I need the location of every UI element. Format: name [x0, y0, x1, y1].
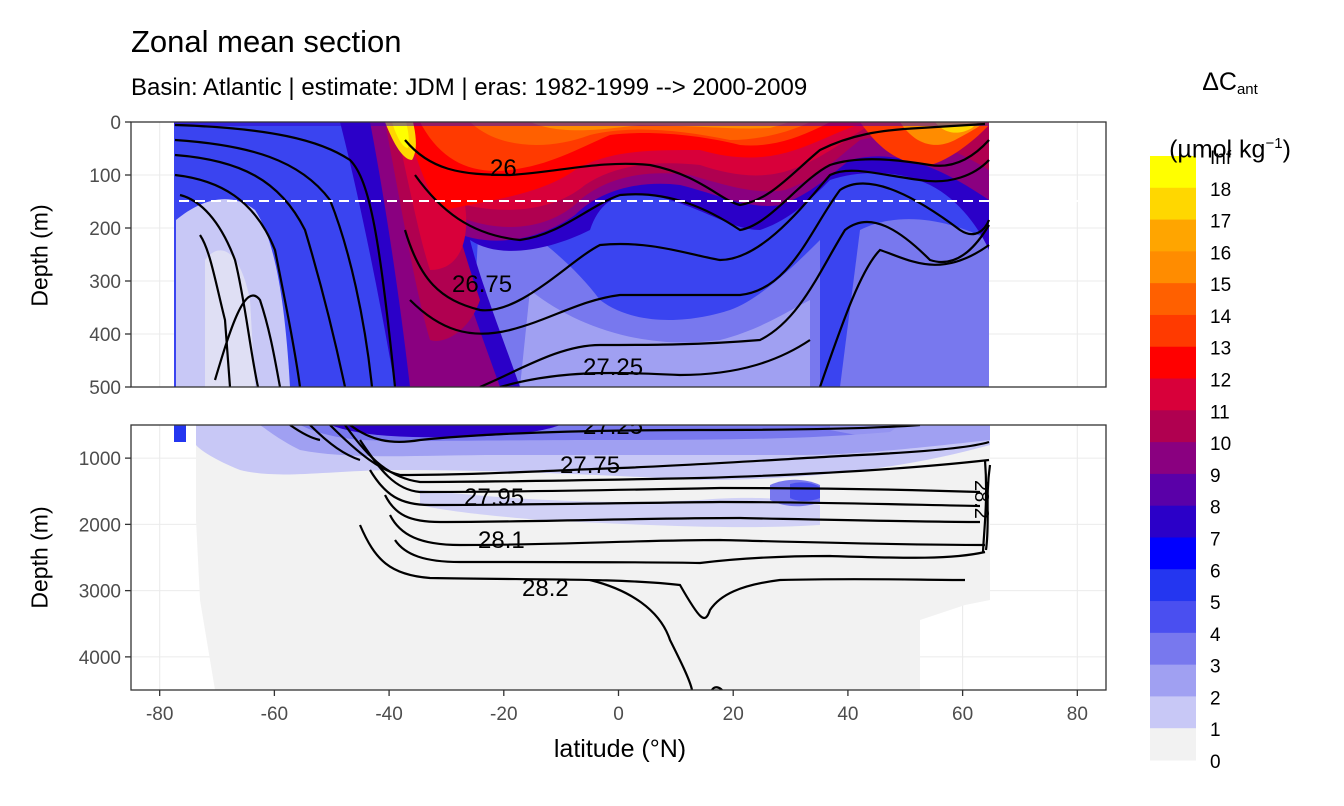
lower-y-axis: 1000 2000 3000 4000: [79, 449, 131, 669]
legend-swatch: [1150, 664, 1196, 697]
upper-isopycnal-labels: 26 26.75 27.25: [452, 155, 643, 381]
legend-label: 11: [1210, 402, 1230, 423]
lower-isopycnals: [289, 425, 992, 690]
x-tick-label: 60: [952, 704, 973, 725]
legend-label: Inf: [1210, 148, 1232, 169]
legend-swatch: [1150, 442, 1196, 475]
y-axis-label-upper: Depth (m): [26, 204, 53, 307]
legend-swatch: [1150, 537, 1196, 570]
legend-label: 17: [1210, 212, 1231, 233]
isopycnal-label: 28.1: [478, 527, 525, 554]
legend-label: 9: [1210, 466, 1221, 487]
legend-swatch: [1150, 251, 1196, 284]
isopycnal-label: 27.75: [560, 452, 620, 479]
x-tick-label: -80: [146, 704, 173, 725]
legend-label: 8: [1210, 498, 1221, 519]
isopycnal-label: 26: [490, 155, 517, 182]
chart-subtitle: Basin: Atlantic | estimate: JDM | eras: …: [131, 74, 808, 101]
x-axis: -80 -60 -40 -20 0 20 40 60 80: [146, 690, 1088, 725]
legend-label: 2: [1210, 688, 1221, 709]
isopycnal-label: 27.25: [583, 413, 643, 440]
x-tick-label: 20: [723, 704, 744, 725]
legend-label: 13: [1210, 339, 1231, 360]
legend-label: 12: [1210, 371, 1231, 392]
isopycnal-label: 27.95: [464, 484, 524, 511]
y-tick-label: 500: [89, 378, 121, 399]
legend-swatch: [1150, 601, 1196, 634]
y-tick-label: 200: [89, 219, 121, 240]
isopycnal-label: 26.75: [452, 271, 512, 298]
legend-swatch: [1150, 283, 1196, 316]
y-tick-label: 4000: [79, 648, 121, 669]
x-tick-label: -40: [375, 704, 402, 725]
legend-label: 4: [1210, 625, 1221, 646]
legend-swatch: [1150, 505, 1196, 538]
x-tick-label: 80: [1067, 704, 1088, 725]
y-tick-label: 300: [89, 272, 121, 293]
legend-label: 15: [1210, 275, 1231, 296]
legend-title: ΔCant (µmol kg−1): [1150, 55, 1310, 176]
y-axis-label-lower: Depth (m): [26, 506, 53, 609]
y-tick-label: 0: [110, 113, 121, 134]
isopycnal-label: 27.25: [583, 354, 643, 381]
legend-label: 1: [1210, 720, 1221, 741]
isopycnal-label: 28.2: [970, 480, 992, 519]
upper-panel-field: 26 26.75 27.25: [131, 122, 1106, 387]
x-axis-label: latitude (°N): [553, 735, 687, 763]
legend-swatch: [1150, 378, 1196, 411]
legend-unit: (µmol kg−1): [1169, 135, 1291, 164]
legend-swatch: [1150, 156, 1196, 189]
legend-swatch: [1150, 410, 1196, 443]
x-tick-label: 0: [613, 704, 624, 725]
lower-panel: 27.25 27.75 27.95 28.1 28.2 28.2: [130, 413, 1107, 691]
y-tick-label: 2000: [79, 515, 121, 536]
legend-swatch: [1150, 569, 1196, 602]
legend-swatch: [1150, 187, 1196, 221]
legend-label: 18: [1210, 180, 1231, 201]
lower-panel-field: 27.25 27.75 27.95 28.1 28.2 28.2: [174, 413, 992, 690]
legend-label: 3: [1210, 657, 1221, 678]
color-legend-bar: [1150, 156, 1196, 761]
legend-label: 7: [1210, 529, 1221, 550]
y-tick-label: 100: [89, 166, 121, 187]
chart-title: Zonal mean section: [131, 24, 402, 59]
legend-label: 5: [1210, 593, 1221, 614]
legend-label: 0: [1210, 752, 1221, 773]
legend-swatch: [1150, 632, 1196, 666]
legend-swatch: [1150, 696, 1196, 729]
x-tick-label: -60: [261, 704, 288, 725]
legend-label: 16: [1210, 243, 1231, 264]
isopycnal-label: 28.2: [522, 575, 569, 602]
legend-variable: ΔCant: [1202, 68, 1258, 98]
legend-label: 10: [1210, 434, 1231, 455]
lower-isopycnal-labels: 27.25 27.75 27.95 28.1 28.2 28.2: [464, 413, 992, 602]
legend-swatch: [1150, 728, 1196, 761]
upper-y-axis: 0 100 200 300 400 500: [89, 113, 131, 399]
y-tick-label: 400: [89, 325, 121, 346]
legend-swatch: [1150, 473, 1196, 507]
legend-label: 6: [1210, 561, 1221, 582]
legend-swatch: [1150, 314, 1196, 348]
y-tick-label: 3000: [79, 582, 121, 603]
upper-panel: 26 26.75 27.25: [130, 121, 1107, 388]
legend-swatch: [1150, 346, 1196, 380]
y-tick-label: 1000: [79, 449, 121, 470]
legend-swatch: [1150, 219, 1196, 252]
x-tick-label: -20: [490, 704, 517, 725]
x-tick-label: 40: [837, 704, 858, 725]
legend-label: 14: [1210, 307, 1232, 328]
